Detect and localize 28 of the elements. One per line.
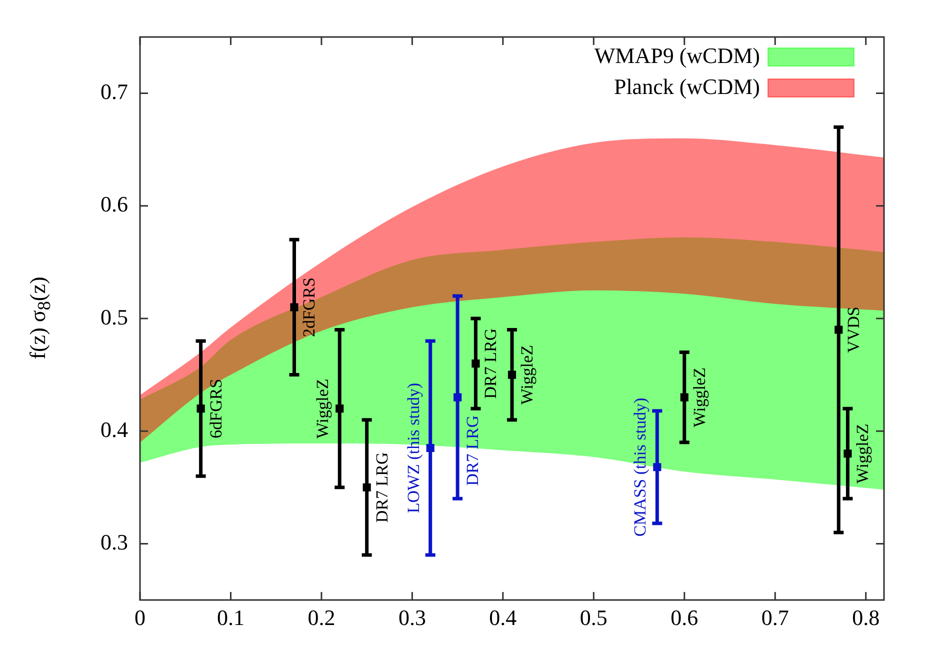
- annotation: 6dFGRS: [206, 378, 226, 438]
- x-tick-label: 0.1: [216, 604, 244, 630]
- x-tick-label: 0.6: [670, 604, 698, 630]
- y-tick-label: 0.5: [100, 304, 128, 330]
- y-tick-label: 0.7: [100, 79, 128, 104]
- annotation: DR7 LRG: [463, 415, 482, 486]
- x-tick-label: 0.8: [852, 604, 880, 630]
- x-tick-label: 0.5: [580, 604, 608, 630]
- annotation: LOWZ (this study): [404, 382, 423, 514]
- annotation: DR7 LRG: [372, 452, 392, 523]
- annotation: CMASS (this study): [630, 398, 650, 537]
- x-tick-label: 0.2: [308, 604, 336, 630]
- annotation: VVDS: [844, 306, 864, 353]
- annotation: WiggleZ: [517, 344, 536, 405]
- x-tick-label: 0.3: [398, 604, 426, 630]
- x-tick-label: 0.4: [489, 604, 517, 630]
- y-tick-label: 0.4: [100, 416, 128, 442]
- y-tick-label: 0.6: [100, 192, 128, 217]
- annotation: WiggleZ: [690, 367, 709, 428]
- legend-label: Planck (wCDM): [614, 74, 760, 99]
- y-tick-label: 0.3: [100, 529, 128, 554]
- x-tick-label: 0: [134, 604, 146, 630]
- legend-label: WMAP9 (wCDM): [594, 42, 760, 68]
- annotation: WiggleZ: [313, 378, 332, 438]
- annotation: 2dFGRS: [300, 277, 319, 338]
- x-tick-label: 0.7: [761, 604, 789, 630]
- annotation: WiggleZ: [853, 424, 872, 484]
- annotation: DR7 LRG: [481, 328, 500, 399]
